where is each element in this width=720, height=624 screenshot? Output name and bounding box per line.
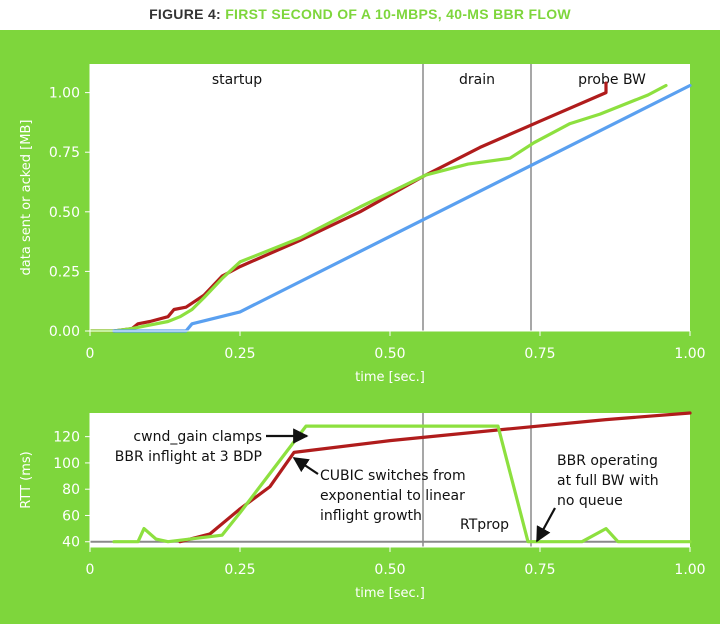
top-y-axis-label: data sent or acked [MB] [19, 120, 34, 276]
top-x-tick-label: 0.25 [224, 346, 255, 362]
bottom-x-tick-label: 0.75 [524, 562, 555, 578]
figure-number: FIGURE 4: [149, 6, 221, 22]
annotation-cwnd-gain: cwnd_gain clamps [133, 429, 262, 445]
phase-label-probe-BW: probe BW [578, 72, 646, 88]
annotation-cubic-switch: exponential to linear [320, 488, 465, 504]
figure-header: FIGURE 4: FIRST SECOND OF A 10-MBPS, 40-… [0, 0, 720, 30]
bottom-series-green [112, 424, 692, 544]
annotation-bbr-full-bw: at full BW with [557, 473, 659, 489]
top-series-green [88, 83, 668, 333]
top-x-tick-label: 0.75 [524, 346, 555, 362]
bottom-y-axis-label: RTT (ms) [19, 451, 34, 508]
top-y-tick-label: 0.00 [49, 324, 80, 340]
top-x-axis-label: time [sec.] [355, 370, 425, 385]
bottom-y-tick-label: 40 [62, 535, 80, 551]
arrow-cubic [292, 457, 319, 475]
figure-title-text: FIRST SECOND OF A 10-MBPS, 40-MS BBR FLO… [225, 6, 571, 22]
top-y-tick-label: 0.75 [49, 145, 80, 161]
bottom-x-tick-label: 0 [86, 562, 95, 578]
bottom-x-tick-label: 0.50 [374, 562, 405, 578]
top-series-red [88, 81, 608, 333]
annotation-cwnd-gain: BBR inflight at 3 BDP [115, 449, 262, 465]
bottom-y-tick-label: 60 [62, 508, 80, 524]
top-y-tick-label: 0.25 [49, 264, 80, 280]
bottom-y-tick-label: 100 [53, 456, 80, 472]
bottom-y-tick-label: 120 [53, 430, 80, 446]
top-x-tick-label: 0.50 [374, 346, 405, 362]
figure-title: FIGURE 4: FIRST SECOND OF A 10-MBPS, 40-… [0, 6, 720, 22]
annotation-rtprop: RTprop [460, 517, 509, 533]
annotation-bbr-full-bw: no queue [557, 493, 623, 509]
arrow-bbr [536, 507, 556, 543]
annotation-cubic-switch: inflight growth [320, 508, 422, 524]
bottom-y-tick-label: 80 [62, 482, 80, 498]
top-y-tick-label: 1.00 [49, 86, 80, 102]
bottom-x-tick-label: 0.25 [224, 562, 255, 578]
bottom-x-axis-label: time [sec.] [355, 586, 425, 601]
annotation-cubic-switch: CUBIC switches from [320, 468, 466, 484]
top-x-tick-label: 0 [86, 346, 95, 362]
phase-label-drain: drain [459, 72, 495, 88]
top-y-tick-label: 0.50 [49, 205, 80, 221]
top-x-tick-label: 1.00 [674, 346, 705, 362]
phase-label-startup: startup [212, 72, 262, 88]
top-plot-area [90, 64, 690, 331]
annotation-bbr-full-bw: BBR operating [557, 453, 658, 469]
bottom-x-tick-label: 1.00 [674, 562, 705, 578]
bottom-plot-area [90, 413, 690, 547]
bottom-series-red [178, 411, 692, 544]
